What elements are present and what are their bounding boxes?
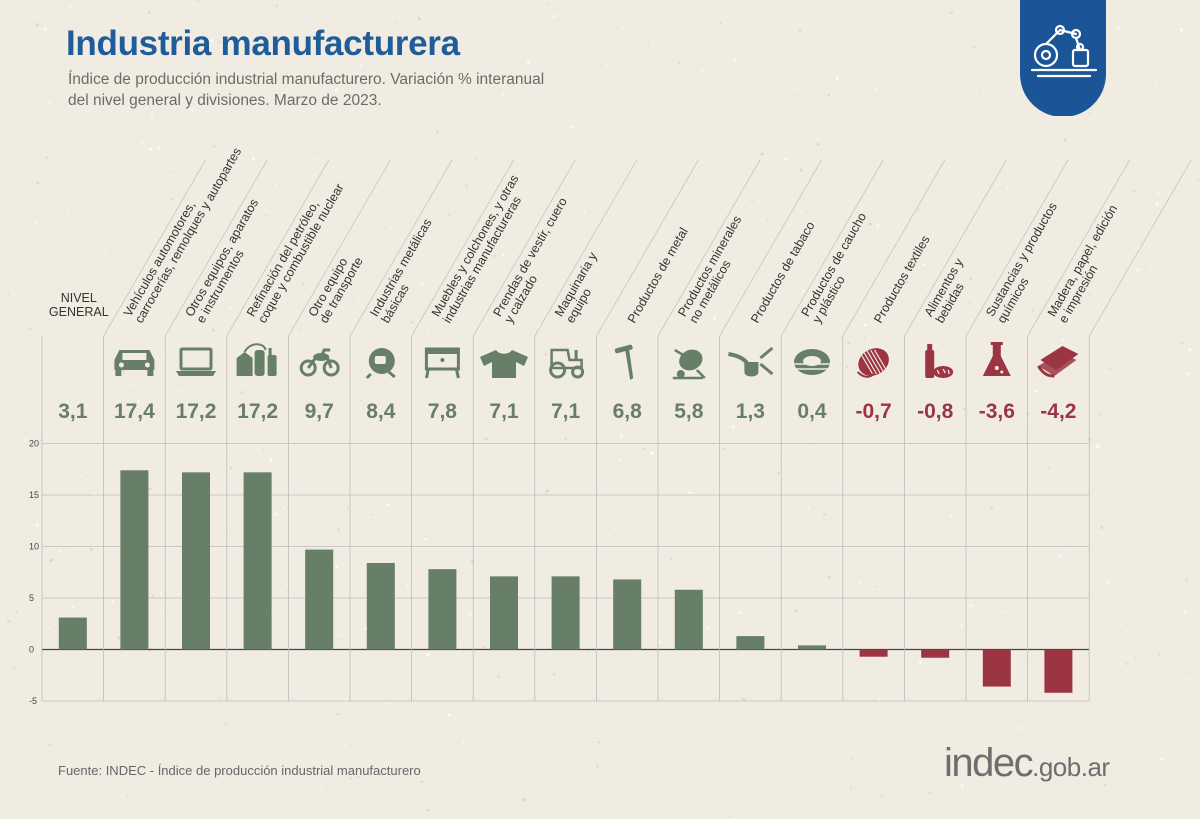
label-leader-line xyxy=(719,159,822,337)
value-labels: 3,1 17,4 17,2 17,2 9,7 8,4 7,8 7,1 7,1 6,8 5,8 1,3 0… xyxy=(58,400,1076,423)
y-tick-label: 10 xyxy=(29,542,39,552)
label-leader-line xyxy=(226,159,330,337)
bar xyxy=(551,576,580,650)
source-note: Fuente: INDEC - Índice de producción ind… xyxy=(58,763,421,778)
value-label: 7,1 xyxy=(551,400,581,423)
value-label: 17,2 xyxy=(237,400,278,423)
category-label-lines xyxy=(103,159,1192,337)
label-leader-line xyxy=(780,159,884,337)
food-icon xyxy=(925,344,954,378)
value-label: 7,1 xyxy=(489,400,519,423)
label-leader-line xyxy=(596,159,699,337)
value-label: 1,3 xyxy=(736,400,765,423)
bar xyxy=(120,470,149,650)
logo-main-text: indec xyxy=(944,741,1034,785)
y-tick-label: -5 xyxy=(29,696,37,706)
thread-spool-icon xyxy=(856,348,890,378)
value-label: 9,7 xyxy=(305,400,334,423)
category-label-line: Vehículos automotores, xyxy=(121,199,198,319)
y-tick-label: 5 xyxy=(29,593,34,603)
value-label: 17,4 xyxy=(114,400,155,423)
bar xyxy=(1044,649,1073,693)
paper-icon xyxy=(1037,346,1079,378)
logo-domain-text: .gob.ar xyxy=(1032,752,1110,782)
label-leader-line xyxy=(657,159,761,337)
category-icons xyxy=(114,342,1079,380)
value-label: 8,4 xyxy=(366,400,396,423)
subtitle-line-1: Índice de producción industrial manufact… xyxy=(68,71,545,88)
label-leader-line xyxy=(1088,159,1192,337)
value-label: 7,8 xyxy=(428,400,458,423)
category-label-line: Refinación del petróleo, xyxy=(244,198,322,319)
label-leader-line xyxy=(349,159,453,337)
label-leader-line xyxy=(842,159,946,337)
label-leader-line xyxy=(472,159,576,337)
bar xyxy=(859,649,888,657)
y-tick-label: 20 xyxy=(29,439,39,449)
bar xyxy=(736,636,765,650)
label-leader-line xyxy=(103,159,206,337)
value-label: -0,7 xyxy=(856,400,892,423)
value-label: 5,8 xyxy=(674,400,704,423)
cement-mixer-icon xyxy=(672,348,706,380)
page-title: Industria manufacturera xyxy=(66,24,460,63)
bar xyxy=(982,649,1011,687)
car-icon xyxy=(114,350,155,376)
metal-worker-icon xyxy=(365,348,396,380)
motorcycle-icon xyxy=(299,348,340,377)
bar xyxy=(366,562,395,650)
bar xyxy=(798,645,826,650)
indec-logo[interactable]: indec.gob.ar xyxy=(944,741,1110,786)
label-leader-line xyxy=(904,159,1007,337)
category-label: NIVEL xyxy=(61,291,97,305)
page-subtitle: Índice de producción industrial manufact… xyxy=(68,69,628,111)
flask-icon xyxy=(982,342,1011,376)
laptop-icon xyxy=(176,347,216,376)
bar xyxy=(674,589,703,650)
refinery-icon xyxy=(236,343,277,376)
industry-badge-icon xyxy=(1020,0,1106,116)
bar xyxy=(428,569,457,650)
bar xyxy=(490,576,518,650)
category-label-line: Sustancias y productos xyxy=(983,200,1060,319)
value-label: 17,2 xyxy=(176,400,217,423)
pipe-icon xyxy=(728,346,774,377)
nightstand-icon xyxy=(424,347,460,379)
label-leader-line xyxy=(534,159,638,337)
bar xyxy=(613,579,642,650)
subtitle-line-2: del nivel general y divisiones. Marzo de… xyxy=(68,92,382,109)
label-leader-line xyxy=(164,159,268,337)
y-tick-label: 0 xyxy=(29,645,34,655)
value-label: 0,4 xyxy=(797,400,827,423)
nail-icon xyxy=(614,344,634,380)
shirt-icon xyxy=(480,350,528,378)
value-label: 6,8 xyxy=(613,400,643,423)
label-leader-line xyxy=(1027,159,1130,337)
bar xyxy=(921,649,950,658)
category-label: GENERAL xyxy=(49,305,109,319)
value-label: 3,1 xyxy=(58,400,88,423)
y-tick-label: 15 xyxy=(29,490,39,500)
tire-icon xyxy=(794,349,830,375)
bar xyxy=(243,472,272,650)
value-label: -0,8 xyxy=(917,400,954,423)
bar xyxy=(305,549,334,650)
value-label: -4,2 xyxy=(1040,400,1076,423)
label-leader-line xyxy=(965,159,1069,337)
value-label: -3,6 xyxy=(979,400,1015,423)
label-leader-line xyxy=(288,159,391,337)
y-axis-ticks: 20 15 10 5 0 -5 xyxy=(29,439,39,707)
label-leader-line xyxy=(411,159,514,337)
bar xyxy=(58,617,87,650)
bars xyxy=(58,470,1073,693)
bar xyxy=(182,472,210,650)
tractor-icon xyxy=(549,348,585,379)
